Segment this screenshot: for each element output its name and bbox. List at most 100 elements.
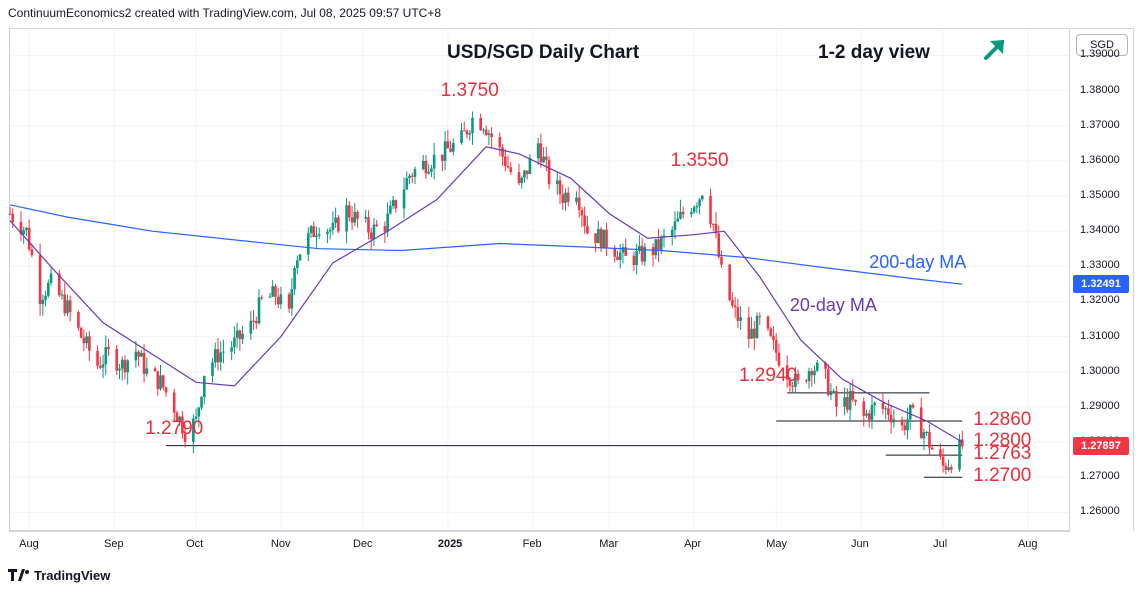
x-tick-label: May [766, 538, 787, 550]
candle-body [739, 317, 742, 321]
candle-body [367, 217, 370, 233]
candle-body [659, 237, 663, 250]
candle-body [88, 336, 91, 351]
candle-body [692, 207, 696, 213]
candle-body [30, 249, 34, 256]
candle-body [733, 305, 737, 308]
level-annotation: 1.2763 [973, 443, 1032, 465]
candle-body [657, 239, 660, 250]
x-tick-label: Dec [353, 538, 373, 550]
candle-body [618, 252, 622, 260]
x-tick-label: Nov [270, 538, 291, 550]
candle-body [356, 211, 359, 219]
candle-body [8, 213, 12, 215]
x-tick-label: Sep [103, 538, 124, 550]
candle-body [337, 217, 340, 232]
ma20-line [9, 146, 963, 443]
candle-body [238, 330, 242, 340]
candle-body [679, 211, 682, 219]
y-tick-label: 1.31000 [1080, 329, 1120, 342]
candle-body [315, 235, 318, 237]
candle-body [616, 256, 619, 260]
candle-body [829, 391, 833, 395]
candle-body [27, 227, 31, 250]
chart-header: ContinuumEconomics2 created with Trading… [8, 6, 442, 20]
candle-body [870, 405, 874, 420]
candle-body [753, 328, 756, 339]
candle-body [364, 217, 368, 219]
candle-body [235, 330, 239, 338]
candle-body [503, 156, 507, 166]
y-tick-label: 1.34000 [1080, 224, 1120, 237]
candle-body [77, 311, 80, 328]
candle-body [372, 224, 376, 240]
candle-body [118, 368, 121, 371]
candle-body [777, 352, 781, 366]
candle-body [766, 316, 770, 329]
candle-body [621, 247, 625, 253]
plot-area[interactable] [9, 28, 1070, 531]
x-tick-label: Mar [599, 538, 619, 550]
candle-body [577, 197, 581, 210]
candle-body [709, 195, 712, 224]
candle-body [410, 175, 414, 177]
candle-body [805, 380, 808, 382]
candle-body [758, 315, 762, 317]
candle-body [257, 297, 261, 324]
candle-body [386, 213, 389, 232]
candle-body [575, 197, 578, 202]
level-annotation: 1.2790 [145, 417, 204, 439]
level-annotation: 1.2940 [738, 364, 798, 386]
candle-body [523, 170, 526, 178]
candle-body [681, 211, 685, 215]
candle-body [906, 419, 909, 431]
candle-body [911, 404, 915, 408]
candle-body [605, 229, 608, 249]
candle-body [421, 160, 425, 170]
ma200-price-tag: 1.32491 [1073, 275, 1129, 294]
candle-body [312, 226, 316, 237]
candle-body [580, 209, 584, 216]
candle-body [249, 320, 253, 334]
candle-body [222, 351, 225, 353]
candle-body [772, 335, 775, 340]
price-axis[interactable] [1071, 28, 1134, 531]
candle-body [178, 416, 181, 421]
candle-body [807, 371, 811, 382]
candle-body [509, 167, 513, 173]
candle-body [810, 371, 814, 376]
candle-body [63, 294, 67, 314]
candle-body [66, 300, 69, 314]
candle-body [331, 222, 335, 230]
tradingview-footer[interactable]: TradingView [8, 568, 110, 584]
candle-body [140, 352, 143, 357]
candle-body [460, 130, 463, 144]
level-annotation: 1.2700 [973, 465, 1032, 487]
candle-body [796, 373, 800, 381]
candle-body [233, 337, 236, 348]
candle-body [413, 169, 417, 177]
candle-body [202, 375, 206, 397]
y-tick-label: 1.35000 [1080, 189, 1120, 201]
candle-body [402, 189, 406, 209]
candle-body [345, 205, 348, 232]
candle-body [919, 407, 923, 439]
candle-body [501, 147, 504, 157]
currency-button[interactable]: SGD [1076, 34, 1128, 56]
candle-body [164, 387, 168, 393]
y-tick-label: 1.26000 [1080, 505, 1120, 518]
candle-body [47, 282, 50, 296]
ma-label: 20-day MA [789, 294, 877, 315]
candle-body [654, 239, 658, 256]
candle-body [328, 229, 332, 232]
y-tick-label: 1.30000 [1080, 364, 1120, 377]
candle-body [462, 130, 466, 132]
candle-body [536, 143, 540, 159]
candle-body [391, 200, 395, 206]
candle-body [183, 433, 187, 442]
candle-body [134, 351, 138, 361]
candle-body [555, 180, 559, 185]
candle-body [670, 229, 674, 236]
last-price-tag: 1.27897 [1073, 436, 1129, 455]
candle-body [788, 379, 792, 386]
